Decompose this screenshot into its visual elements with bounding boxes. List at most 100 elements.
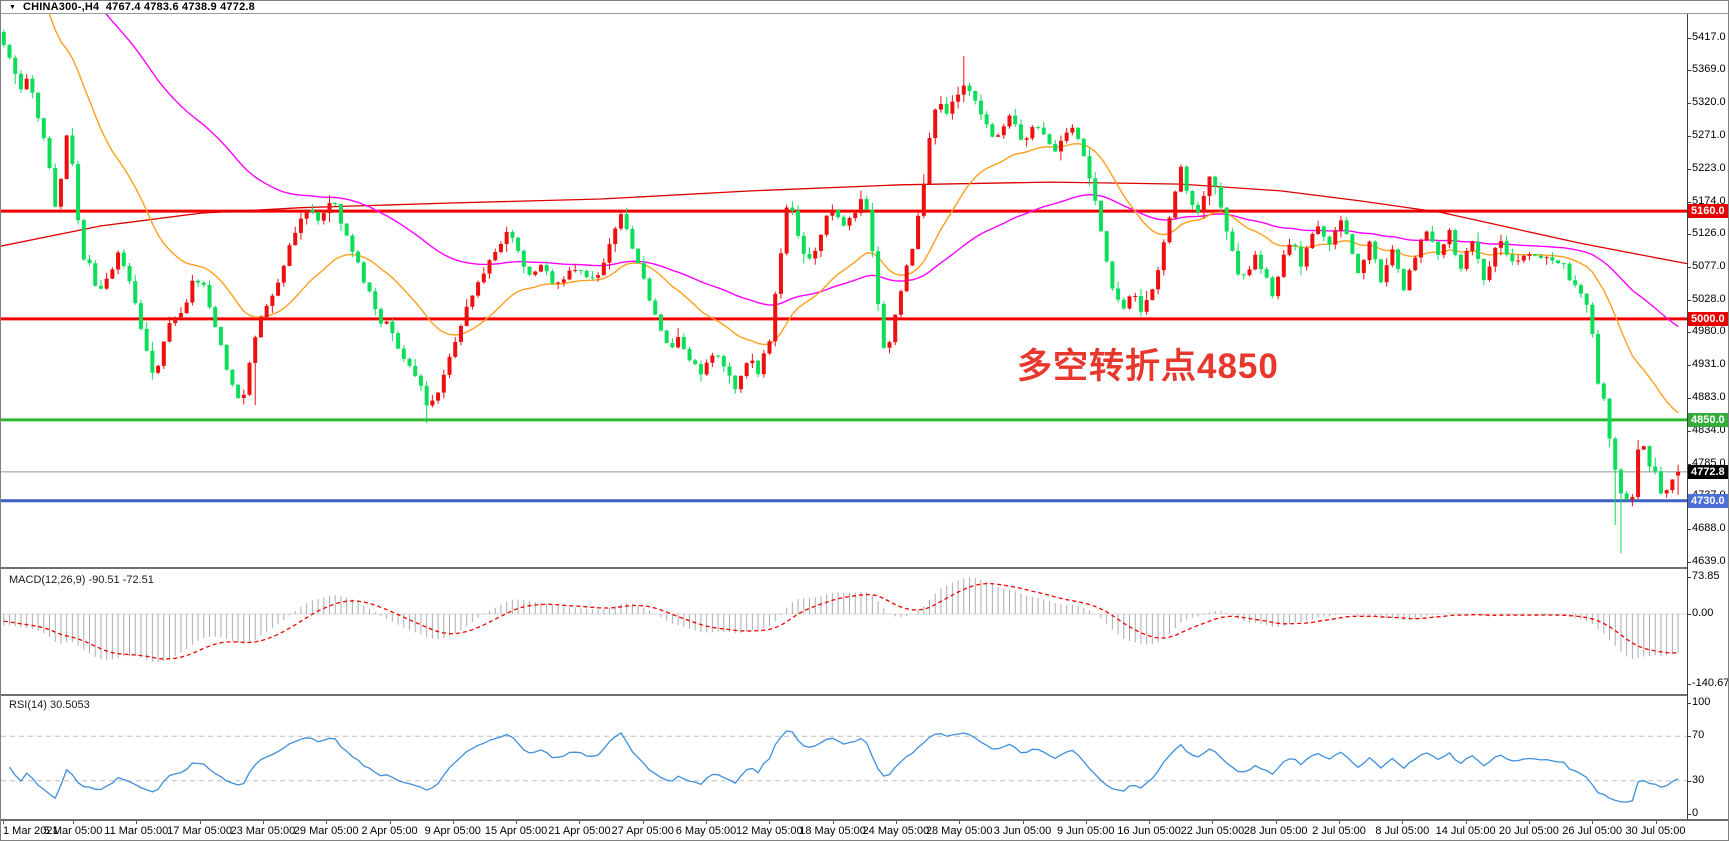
candle-body — [316, 212, 321, 221]
candle-body — [1544, 257, 1549, 259]
candle-body — [270, 295, 275, 306]
candle-body — [670, 343, 675, 348]
candle-body — [1533, 254, 1538, 256]
candle-body — [1550, 257, 1555, 261]
time-axis-tickmark — [959, 821, 961, 824]
time-axis-tickmark — [1528, 821, 1530, 824]
time-axis[interactable]: 1 Mar 2021 5 Mar 05:00 11 Mar 05:00 17 Mar … — [1, 821, 1728, 840]
candle-body — [1098, 200, 1103, 232]
candle-body — [1184, 166, 1189, 191]
candle-body — [150, 350, 155, 373]
candle-body — [881, 303, 886, 348]
macd-indicator-canvas[interactable] — [1, 571, 1687, 694]
candle-body — [567, 270, 572, 280]
candle-body — [573, 270, 578, 272]
candle-body — [1007, 115, 1012, 127]
candle-body — [1013, 115, 1018, 125]
rsi-axis-tick: 70 — [1692, 729, 1705, 742]
time-axis-label: 22 Jun 05:00 — [1180, 825, 1245, 837]
candle-body — [1247, 269, 1252, 276]
ma-medium-line — [105, 14, 1679, 328]
time-axis-tickmark — [136, 821, 138, 824]
candle-body — [704, 362, 709, 375]
main-price-chart-canvas[interactable] — [1, 14, 1687, 567]
price-axis-tickmark — [1687, 136, 1691, 138]
time-axis-tickmark — [1085, 821, 1087, 824]
candle-body — [1578, 285, 1583, 294]
collapse-chart-icon[interactable]: ▼ — [9, 3, 16, 11]
candle-body — [1138, 295, 1143, 312]
price-axis-tick: 5028.0 — [1692, 292, 1726, 305]
candle-body — [847, 218, 852, 226]
price-axis-tickmark — [1687, 266, 1691, 268]
candle-body — [1384, 265, 1389, 283]
candle-body — [70, 135, 75, 165]
price-axis-tickmark — [1687, 299, 1691, 301]
candle-body — [898, 291, 903, 315]
candle-body — [258, 317, 263, 338]
candle-body — [1430, 231, 1435, 242]
candle-body — [738, 375, 743, 390]
price-level-badge: 4730.0 — [1688, 493, 1728, 508]
time-axis-tickmark — [1212, 821, 1214, 824]
rsi-indicator-canvas[interactable] — [1, 696, 1687, 819]
candle-body — [1270, 277, 1275, 297]
candle-body — [841, 217, 846, 226]
candle-body — [144, 328, 149, 351]
candle-body — [41, 118, 46, 139]
candle-body — [1024, 138, 1029, 140]
candle-body — [1047, 134, 1052, 144]
price-level-badge: 4850.0 — [1688, 412, 1728, 427]
candle-body — [607, 244, 612, 263]
candle-body — [1144, 300, 1149, 312]
macd-axis-tickmark — [1687, 577, 1691, 579]
chart-annotation-text: 多空转折点4850 — [1017, 347, 1279, 386]
candle-body — [447, 356, 452, 375]
candle-body — [384, 321, 389, 324]
price-axis-tickmark — [1687, 70, 1691, 72]
price-axis-tick: 4883.0 — [1692, 390, 1726, 403]
price-axis-tickmark — [1687, 201, 1691, 203]
candle-body — [1276, 276, 1281, 297]
candle-body — [1224, 207, 1229, 232]
candle-body — [584, 270, 589, 278]
candle-body — [390, 321, 395, 334]
candle-body — [1081, 138, 1086, 157]
panel-separator[interactable] — [1, 694, 1728, 696]
time-axis-tickmark — [832, 821, 834, 824]
candle-body — [470, 295, 475, 307]
candle-body — [1241, 274, 1246, 276]
candle-body — [53, 167, 58, 207]
candle-body — [1647, 446, 1652, 467]
candle-body — [801, 235, 806, 254]
current-price-badge: 4772.8 — [1688, 464, 1728, 479]
candle-body — [1281, 254, 1286, 277]
candle-body — [996, 135, 1001, 137]
time-axis-label: 28 Jun 05:00 — [1243, 825, 1308, 837]
candle-body — [1487, 266, 1492, 281]
candle-body — [664, 330, 669, 344]
candle-body — [121, 252, 126, 266]
candle-body — [1036, 127, 1041, 129]
candle-body — [436, 392, 441, 401]
candle-body — [716, 355, 721, 357]
time-axis-label: 18 May 05:00 — [799, 825, 866, 837]
time-axis-tickmark — [895, 821, 897, 824]
time-axis-tickmark — [1402, 821, 1404, 824]
candle-body — [7, 44, 12, 58]
panel-separator[interactable] — [1, 567, 1728, 569]
candle-body — [378, 309, 383, 324]
candle-body — [727, 366, 732, 376]
price-axis-tick: 5271.0 — [1692, 129, 1726, 142]
macd-signal-line — [3, 582, 1679, 660]
chart-title-bar: ▼ CHINA300-,H4 4767.4 4783.6 4738.9 4772… — [1, 1, 1728, 14]
candle-body — [910, 248, 915, 266]
candle-body — [1561, 263, 1566, 265]
candle-body — [18, 73, 23, 90]
candle-body — [1636, 449, 1641, 497]
time-axis-label: 20 Jul 05:00 — [1498, 825, 1559, 837]
price-level-badge: 5160.0 — [1688, 204, 1728, 219]
candle-body — [1110, 261, 1115, 289]
symbol-ohlc-title: CHINA300-,H4 4767.4 4783.6 4738.9 4772.8 — [22, 1, 255, 13]
candle-body — [887, 342, 892, 348]
